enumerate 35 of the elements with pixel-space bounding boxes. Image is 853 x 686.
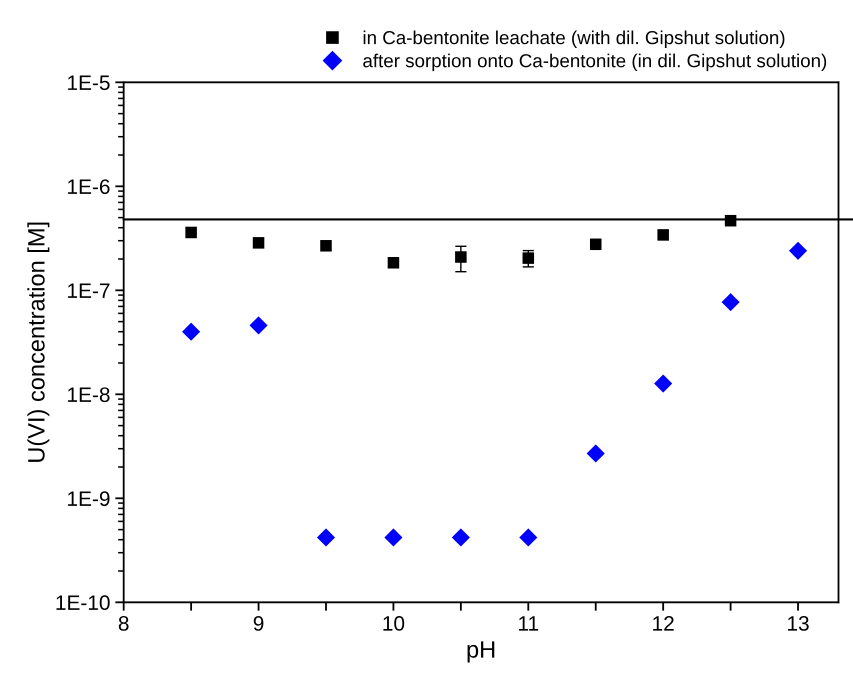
y-tick-label: 1E-10 [56,595,110,610]
point [320,240,332,252]
point [519,528,538,547]
y-tick-label: 1E-7 [68,284,110,298]
y-tick-label: 1E-5 [68,76,110,90]
x-tick-label: 9 [254,616,264,631]
x-tick-label: 13 [788,616,809,631]
y-tick-label: 1E-6 [68,179,110,194]
point [388,257,400,269]
point [250,316,268,334]
point [252,237,264,249]
point [452,528,470,547]
x-tick-label: 12 [653,616,674,631]
x-tick-label: 8 [118,616,129,631]
y-axis-title: U(VI) concentration [M] [27,222,50,462]
point [185,226,197,238]
y-tick-label: 1E-9 [68,491,110,506]
point [788,242,808,260]
point [384,528,402,547]
legend-label: after sorption onto Ca-bentonite (in dil. Gipshut solution) [363,54,826,72]
x-tick-label: 10 [383,616,404,631]
point [724,214,736,226]
x-axis-title: pH [468,641,494,662]
point [657,229,669,241]
point [586,444,605,463]
x-tick-label: 11 [519,616,538,631]
point [654,374,672,393]
point [590,238,602,250]
y-tick-label: 1E-8 [68,387,110,402]
legend-label: in Ca-bentonite leachate (with dil. Gipshut solution) [364,30,784,48]
point [182,322,200,341]
point [455,251,467,263]
point [522,252,534,264]
point [722,293,740,312]
point [316,528,336,547]
